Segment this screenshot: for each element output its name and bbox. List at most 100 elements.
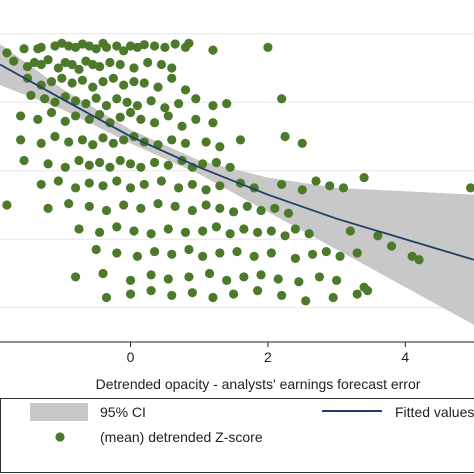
data-point (101, 205, 112, 216)
data-point (101, 42, 112, 53)
data-point (321, 246, 331, 257)
data-point (228, 289, 239, 299)
data-point (332, 275, 342, 285)
data-point (277, 94, 287, 104)
data-point (187, 205, 197, 216)
data-point (256, 270, 266, 280)
data-point (290, 224, 300, 234)
data-point (301, 296, 311, 306)
data-point (149, 246, 160, 257)
data-point (119, 80, 129, 90)
data-point (167, 135, 177, 145)
data-point (465, 183, 474, 193)
data-point (208, 118, 218, 128)
x-axis-title: Detrended opacity - analysts' earnings f… (96, 376, 421, 392)
data-point (115, 59, 125, 70)
data-point (16, 135, 26, 145)
data-point (98, 181, 108, 191)
data-point (77, 75, 88, 85)
data-point (174, 183, 184, 193)
data-point (270, 203, 280, 214)
data-point (187, 179, 197, 190)
data-point (266, 248, 276, 258)
data-point (112, 94, 122, 104)
data-point (180, 138, 191, 148)
data-point (362, 286, 373, 296)
data-point (112, 176, 122, 186)
data-point (43, 203, 53, 214)
data-point (215, 181, 225, 191)
data-point (74, 224, 84, 234)
data-point (53, 63, 63, 73)
data-point (277, 179, 287, 190)
data-point (187, 288, 197, 298)
data-point (60, 162, 70, 172)
data-point (198, 226, 208, 236)
data-point (16, 111, 26, 121)
data-point (112, 41, 122, 51)
data-point (239, 272, 249, 282)
data-point (283, 208, 294, 218)
data-point (125, 41, 136, 51)
data-point (359, 172, 369, 183)
data-point (143, 57, 153, 68)
data-point (211, 222, 221, 232)
data-point (242, 201, 252, 211)
data-point (125, 183, 136, 193)
data-point (112, 222, 122, 232)
data-point (19, 44, 29, 54)
legend-point-swatch (55, 432, 65, 442)
data-point (46, 107, 57, 118)
data-point (201, 200, 211, 210)
data-point (95, 227, 105, 237)
data-point (2, 48, 12, 58)
data-point (108, 73, 118, 83)
data-point (215, 203, 225, 214)
data-point (314, 272, 325, 282)
data-point (191, 114, 201, 124)
data-point (167, 249, 177, 259)
data-point (163, 160, 173, 170)
data-point (9, 56, 19, 66)
legend-label-points: (mean) detrended Z-score (100, 429, 263, 445)
data-point (146, 96, 156, 106)
data-point (112, 248, 122, 258)
data-point (88, 82, 98, 92)
data-point (280, 231, 290, 241)
x-tick-label: 0 (127, 349, 135, 365)
data-point (215, 248, 225, 258)
data-point (122, 97, 132, 107)
data-point (50, 131, 60, 142)
data-point (2, 200, 12, 210)
data-point (249, 251, 259, 261)
legend-label-ci: 95% CI (100, 404, 146, 420)
data-point (201, 185, 211, 195)
data-point (132, 251, 142, 261)
x-tick-label: 2 (264, 349, 272, 365)
data-point (46, 77, 57, 87)
data-point (136, 114, 146, 124)
data-point (139, 179, 149, 190)
data-point (64, 199, 74, 209)
data-point (77, 135, 88, 145)
data-point (81, 98, 91, 109)
data-point (191, 94, 201, 104)
data-point (304, 229, 314, 239)
data-point (119, 135, 129, 145)
data-point (407, 251, 417, 261)
data-point (36, 179, 46, 190)
data-point (43, 159, 53, 169)
data-point (325, 181, 335, 191)
data-point (177, 121, 187, 131)
data-point (156, 176, 167, 186)
data-point (36, 42, 46, 53)
data-point (163, 111, 173, 121)
data-point (149, 118, 160, 128)
points-layer (2, 38, 474, 306)
data-point (129, 63, 139, 73)
data-point (139, 78, 149, 88)
data-point (40, 94, 50, 104)
data-point (335, 251, 345, 261)
data-point (211, 157, 221, 168)
data-point (266, 226, 276, 236)
